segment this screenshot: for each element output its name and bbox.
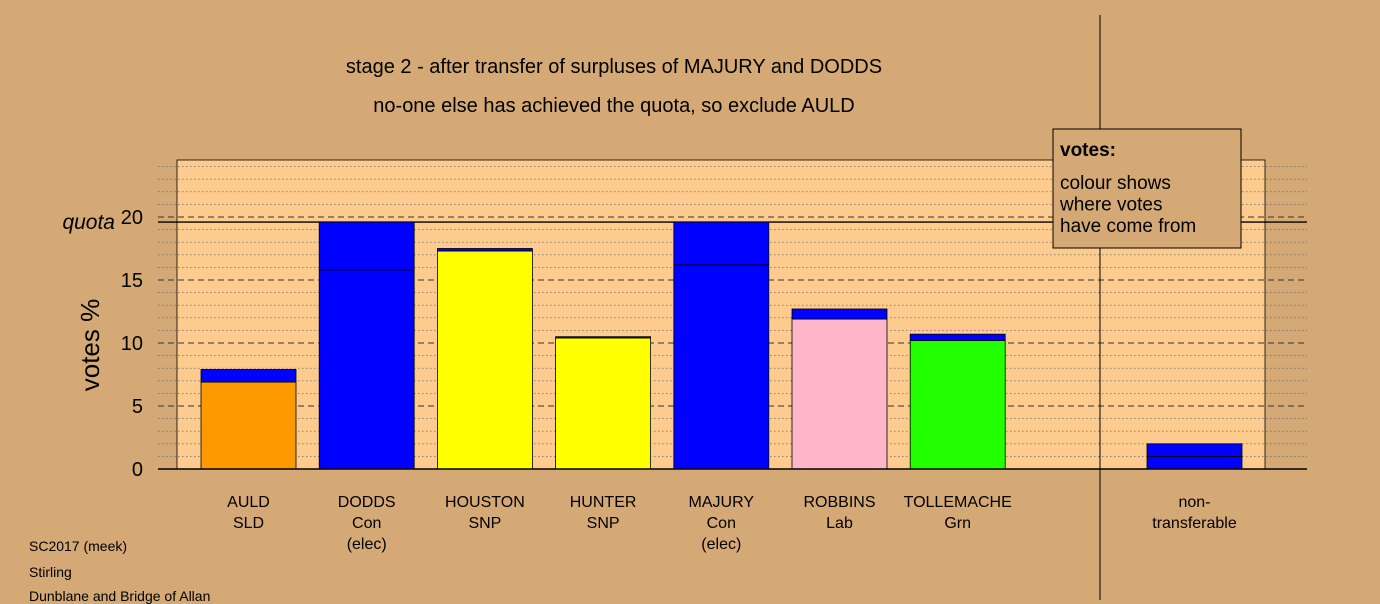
category-label: SNP <box>468 515 501 532</box>
bar-houston-segment <box>436 250 533 470</box>
category-label: TOLLEMACHE <box>904 494 1012 511</box>
bar-dodds-segment <box>318 221 415 271</box>
category-label: (elec) <box>701 536 741 553</box>
category-label: DODDS <box>338 494 396 511</box>
bar-hunter-segment <box>555 336 651 339</box>
legend-line: have come from <box>1060 216 1196 237</box>
category-label: AULD <box>227 494 270 511</box>
category-label: Con <box>707 515 736 532</box>
category-label: ROBBINS <box>803 494 875 511</box>
footer-election: SC2017 (meek) <box>29 538 128 554</box>
legend-line: colour shows <box>1060 173 1171 194</box>
footer-council: Stirling <box>29 564 72 580</box>
bar-nontransferable-segment <box>1146 443 1243 457</box>
category-label: transferable <box>1152 515 1237 532</box>
category-label: HUNTER <box>570 494 637 511</box>
chart-subtitle: no-one else has achieved the quota, so e… <box>373 95 854 117</box>
bar-dodds-segment <box>318 269 415 470</box>
category-label: non- <box>1178 494 1210 511</box>
bar-houston-segment <box>436 248 533 252</box>
y-tick-label: 20 <box>121 207 143 229</box>
legend-title: votes: <box>1060 140 1116 161</box>
category-label: Grn <box>944 515 971 532</box>
bar-tollemache-segment <box>909 340 1006 470</box>
bar-robbins-segment <box>791 308 888 320</box>
category-label: Con <box>352 515 381 532</box>
bar-auld-segment <box>200 369 297 383</box>
bar-majury-segment <box>673 221 770 266</box>
y-tick-label: 5 <box>132 396 143 418</box>
footer-ward: Dunblane and Bridge of Allan <box>29 588 211 604</box>
category-label: Lab <box>826 515 853 532</box>
category-label: (elec) <box>347 536 387 553</box>
y-tick-label: 10 <box>121 333 143 355</box>
bar-tollemache-segment <box>909 333 1006 341</box>
y-axis-label: votes % <box>75 299 105 392</box>
y-tick-label: 0 <box>132 459 143 481</box>
bar-nontransferable-segment <box>1146 455 1243 470</box>
category-label: MAJURY <box>689 494 755 511</box>
legend-line: where votes <box>1059 195 1162 216</box>
category-label: HOUSTON <box>445 494 525 511</box>
quota-label: quota <box>62 211 115 234</box>
bar-robbins-segment <box>791 318 888 470</box>
bar-hunter-segment <box>555 337 651 470</box>
y-tick-label: 15 <box>121 270 143 292</box>
bar-auld-segment <box>200 381 297 470</box>
legend-box <box>1052 128 1242 249</box>
category-label: SLD <box>233 515 264 532</box>
chart-title: stage 2 - after transfer of surpluses of… <box>346 56 882 78</box>
category-label: SNP <box>587 515 620 532</box>
bar-majury-segment <box>673 264 770 470</box>
